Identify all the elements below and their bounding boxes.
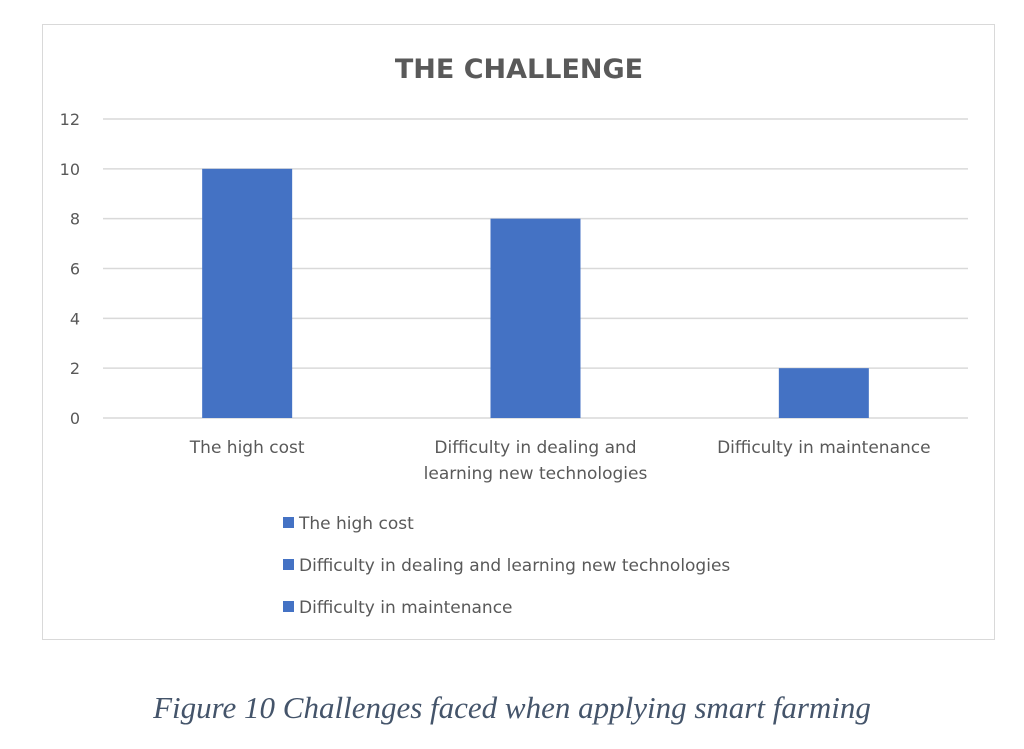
x-category-label: Difficulty in maintenance xyxy=(717,438,931,458)
chart-frame xyxy=(42,24,995,640)
x-category-label: The high cost xyxy=(189,438,305,458)
y-tick-label: 0 xyxy=(70,409,80,428)
bar-chart: THE CHALLENGE 0 2 4 6 8 10 12 The high cost Dif… xyxy=(60,54,968,618)
legend-label: Difficulty in dealing and learning new t… xyxy=(299,556,730,576)
legend-label: The high cost xyxy=(298,514,414,534)
chart-title: THE CHALLENGE xyxy=(395,54,643,85)
y-tick-label: 12 xyxy=(60,110,80,129)
legend-swatch xyxy=(283,559,294,570)
x-category-label: Difficulty in dealing and xyxy=(434,438,636,458)
y-tick-label: 2 xyxy=(70,359,80,378)
y-tick-label: 8 xyxy=(70,210,80,229)
bar xyxy=(490,218,581,418)
legend-swatch xyxy=(283,517,294,528)
y-tick-label: 4 xyxy=(70,309,80,328)
bar xyxy=(202,168,293,418)
figure-caption: Figure 10 Challenges faced when applying… xyxy=(153,690,871,725)
x-category-label: learning new technologies xyxy=(424,464,648,484)
y-tick-label: 10 xyxy=(60,160,80,179)
legend-swatch xyxy=(283,601,294,612)
bar xyxy=(778,368,869,418)
legend-label: Difficulty in maintenance xyxy=(299,598,513,618)
y-tick-label: 6 xyxy=(70,260,80,279)
